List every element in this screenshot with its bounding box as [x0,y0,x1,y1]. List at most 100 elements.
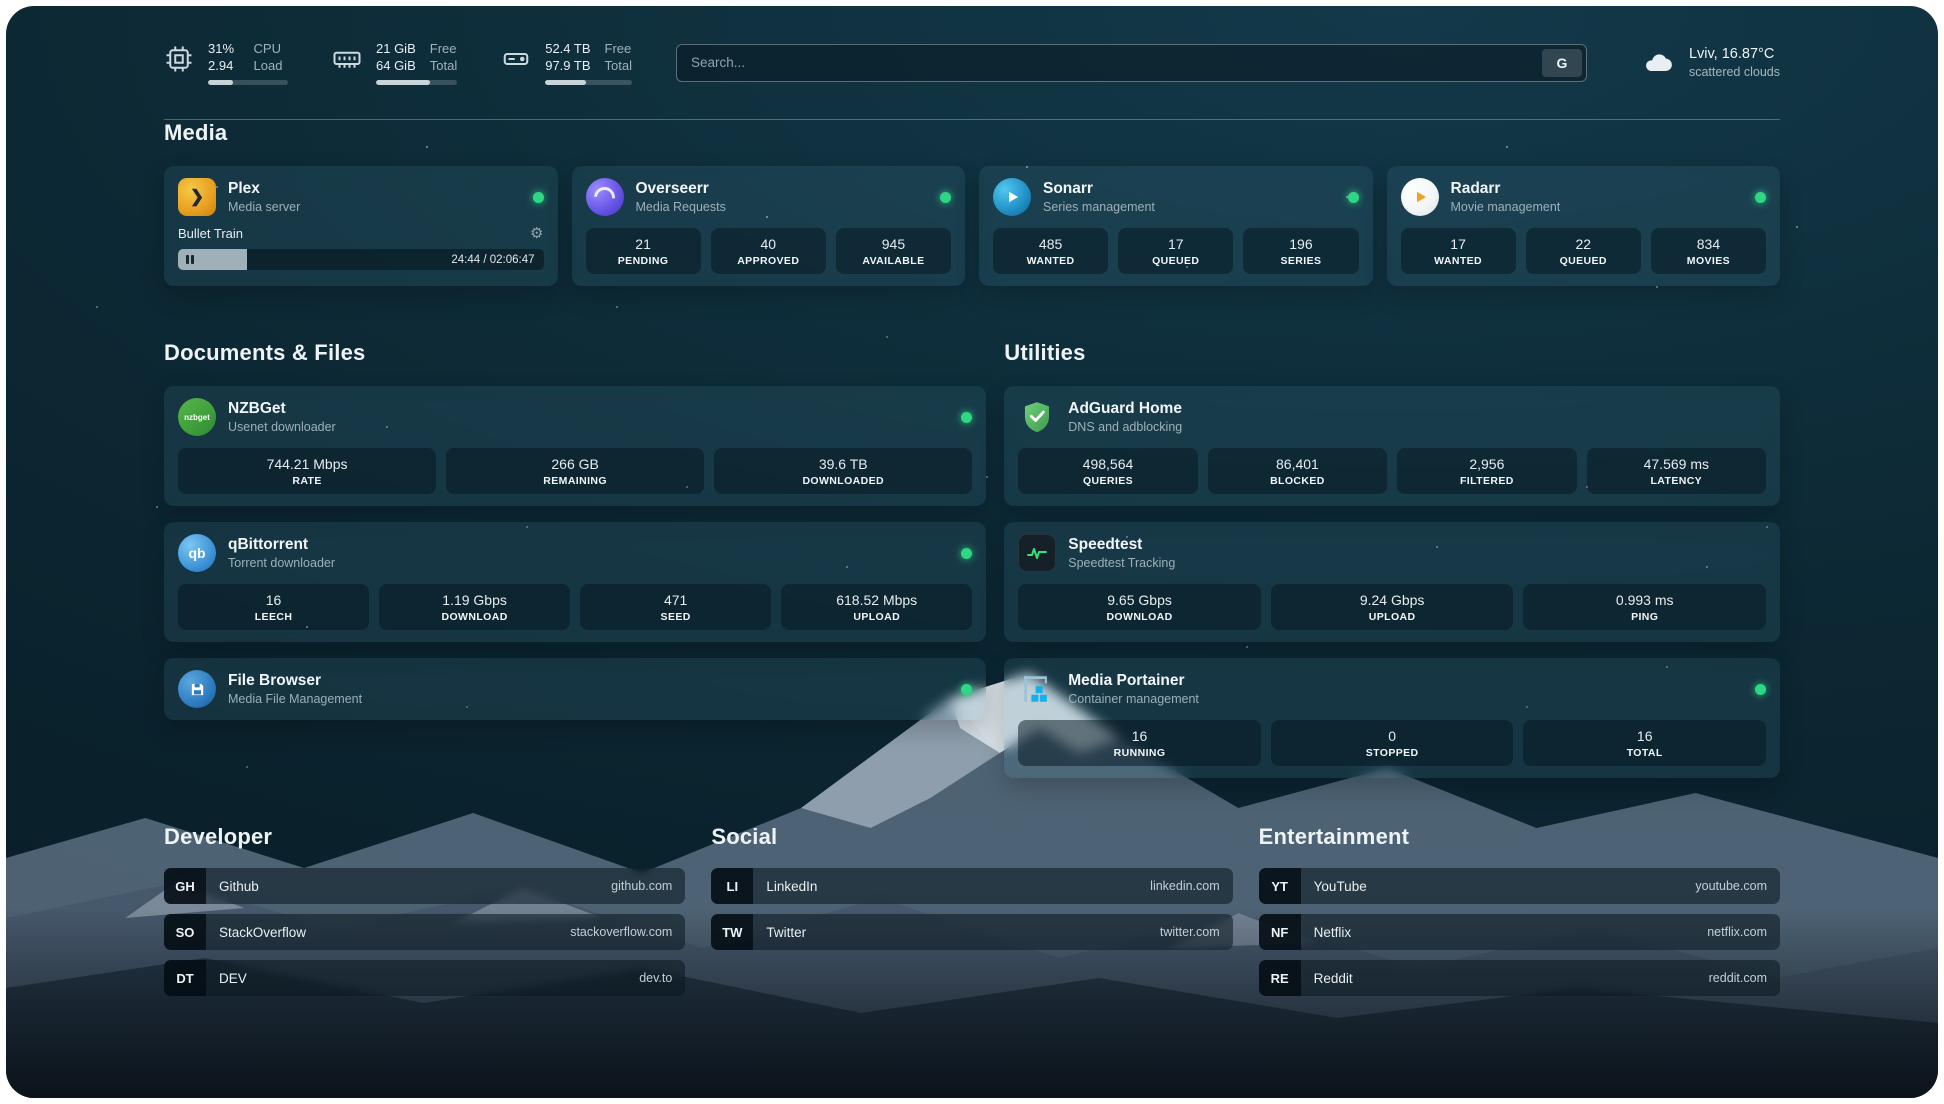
stat-tile: 9.65 Gbps DOWNLOAD [1018,584,1261,630]
link-youtube[interactable]: YT YouTube youtube.com [1258,868,1780,904]
card-speedtest[interactable]: Speedtest Speedtest Tracking 9.65 Gbps DO… [1004,522,1780,642]
link-dev-to[interactable]: DT DEV dev.to [164,960,686,996]
card-title: AdGuard Home [1068,400,1182,417]
link-name: Github [219,878,259,894]
card-title: Media Portainer [1068,672,1185,689]
memory-progress-bar [376,80,458,85]
card-title: qBittorrent [228,536,309,553]
link-name: YouTube [1313,878,1367,894]
link-url: stackoverflow.com [570,925,673,939]
playback-progress-bar[interactable]: 24:44 / 02:06:47 [178,249,544,270]
media-card-grid: ❯ Plex Media server Bullet Train ⚙ [164,166,1780,286]
card-portainer[interactable]: Media Portainer Container management 16 R… [1004,658,1780,778]
search-engine-button[interactable]: G [1541,48,1582,77]
stat-label: MOVIES [1686,254,1731,267]
card-plex[interactable]: ❯ Plex Media server Bullet Train ⚙ [164,166,558,286]
pause-icon[interactable] [186,249,194,270]
card-subtitle: Torrent downloader [228,556,336,570]
status-dot [961,683,973,695]
plex-icon: ❯ [178,178,216,216]
card-title: Plex [228,180,260,197]
stat-value: 9.65 Gbps [1107,591,1172,608]
cpu-stat: 31% CPU 2.94 Load [164,40,288,85]
stat-value: 40 [760,235,777,252]
stat-value: 744.21 Mbps [266,455,348,472]
card-overseerr[interactable]: Overseerr Media Requests 21 PENDING 40 APP… [571,166,965,286]
card-nzbget[interactable]: nzbget NZBGet Usenet downloader 744.21 M… [164,386,987,506]
stat-label: SEED [660,610,691,623]
cpu-usage-value: 31% [208,41,235,56]
link-reddit[interactable]: RE Reddit reddit.com [1258,960,1780,996]
stat-tile: 0.993 ms PING [1523,584,1766,630]
stat-label: UPLOAD [853,610,901,623]
card-filebrowser[interactable]: File Browser Media File Management [164,658,987,720]
stat-label: RATE [292,474,322,487]
overseerr-icon [585,178,624,216]
weather-condition: scattered clouds [1688,65,1780,79]
media-section-heading: Media [164,120,228,145]
stat-tile: 744.21 Mbps RATE [178,448,437,494]
card-subtitle: DNS and adblocking [1068,420,1183,434]
link-linkedin[interactable]: LI LinkedIn linkedin.com [711,868,1233,904]
portainer-icon [1018,670,1056,708]
stat-value: 47.569 ms [1643,455,1709,472]
stat-value: 21 [635,235,651,252]
netflix-badge: NF [1258,914,1301,950]
link-netflix[interactable]: NF Netflix netflix.com [1258,914,1780,950]
stat-label: TOTAL [1626,746,1663,759]
card-subtitle: Container management [1068,692,1199,706]
storage-stat: 52.4 TB Free 97.9 TB Total [501,40,632,85]
stat-value: 834 [1696,235,1721,252]
stat-tile: 47.569 ms LATENCY [1586,448,1767,494]
card-radarr[interactable]: Radarr Movie management 17 WANTED 22 QUEUE… [1386,166,1780,286]
cpu-progress-bar [208,80,288,85]
link-name: Reddit [1313,970,1353,986]
status-dot [961,547,973,559]
stat-value: 618.52 Mbps [836,591,918,608]
stat-tile: 86,401 BLOCKED [1207,448,1388,494]
stat-label: DOWNLOAD [441,610,508,623]
stackoverflow-badge: SO [164,914,206,950]
top-bar: 31% CPU 2.94 Load 21 GiB Free 64 GiB Tot… [164,40,1780,85]
stat-value: 471 [663,591,688,608]
stat-label: BLOCKED [1270,474,1325,487]
entertainment-links-column: Entertainment YT YouTube youtube.com NF … [1258,824,1780,996]
card-title: Speedtest [1068,536,1143,553]
stat-label: UPLOAD [1368,610,1416,623]
stat-tile: 40 APPROVED [710,228,826,274]
link-url: linkedin.com [1150,879,1220,893]
status-dot [532,191,544,203]
link-twitter[interactable]: TW Twitter twitter.com [711,914,1233,950]
card-title: File Browser [228,672,322,689]
search-input[interactable] [675,43,1587,82]
stat-value: 196 [1289,235,1313,252]
storage-progress-bar [545,80,632,85]
storage-total-label: Total [604,58,632,73]
stat-value: 945 [881,235,906,252]
developer-section-heading: Developer [164,824,273,849]
card-subtitle: Speedtest Tracking [1068,556,1176,570]
link-url: netflix.com [1707,925,1767,939]
ram-icon [333,51,361,68]
stat-value: 39.6 TB [818,455,868,472]
stat-tile: 196 SERIES [1243,228,1359,274]
stat-tile: 618.52 Mbps UPLOAD [781,584,973,630]
gear-icon[interactable]: ⚙ [530,225,544,242]
stat-value: 16 [265,591,282,608]
card-sonarr[interactable]: Sonarr Series management 485 WANTED 17 QUE… [979,166,1373,286]
card-subtitle: Media File Management [228,692,363,706]
cpu-usage-label: CPU [253,41,281,56]
link-stackoverflow[interactable]: SO StackOverflow stackoverflow.com [164,914,686,950]
stat-value: 9.24 Gbps [1359,591,1425,608]
entertainment-section-heading: Entertainment [1258,824,1410,849]
stat-label: FILTERED [1459,474,1514,487]
card-adguard[interactable]: AdGuard Home DNS and adblocking 498,564 Q… [1004,386,1780,506]
stat-tile: 1.19 Gbps DOWNLOAD [379,584,571,630]
card-qbittorrent[interactable]: qb qBittorrent Torrent downloader 16 LEEC… [164,522,987,642]
stat-tile: 16 RUNNING [1018,720,1261,766]
link-name: LinkedIn [766,878,818,894]
card-title: Overseerr [635,180,709,197]
link-github[interactable]: GH Github github.com [164,868,686,904]
devto-badge: DT [164,960,206,996]
card-title: NZBGet [228,400,286,417]
